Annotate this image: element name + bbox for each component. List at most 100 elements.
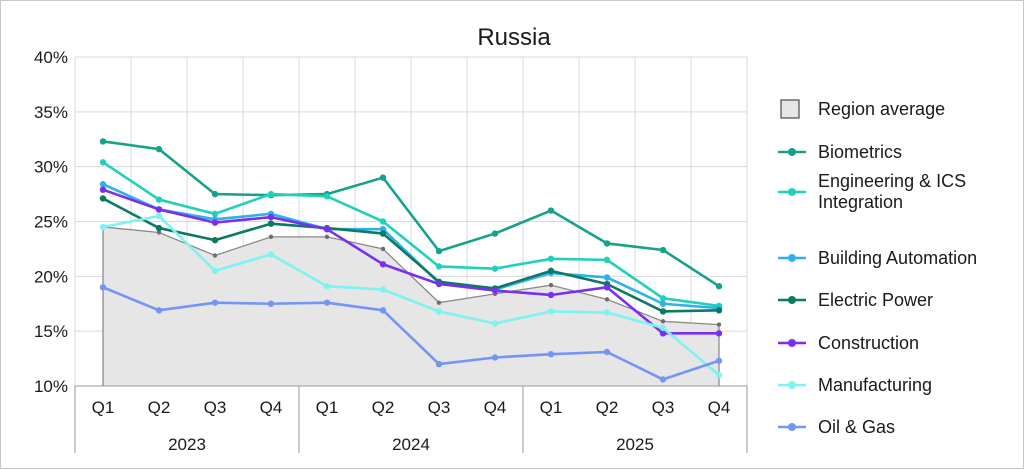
biometrics-line	[102, 140, 720, 288]
engineering-ics-integration-point	[211, 210, 219, 218]
year-group-label: 2023	[168, 435, 206, 454]
oil-gas-point	[211, 299, 219, 306]
construction-point	[267, 213, 275, 221]
engineering-ics-integration-point	[155, 196, 163, 203]
x-tick-label: Q2	[596, 398, 619, 417]
x-tick-label: Q1	[316, 398, 339, 417]
biometrics-point	[379, 174, 387, 181]
region-average-point	[324, 234, 330, 240]
legend-swatch-point	[788, 254, 796, 262]
region-average-point	[548, 282, 554, 288]
legend-label: Biometrics	[818, 142, 902, 162]
construction-point	[155, 206, 163, 213]
legend-label: Integration	[818, 192, 903, 212]
oil-gas-point	[267, 300, 275, 307]
region-average-point	[660, 319, 666, 324]
oil-gas-point	[491, 354, 499, 361]
legend-swatch-point	[788, 148, 796, 156]
biometrics-point	[715, 283, 723, 290]
manufacturing-point	[323, 283, 331, 290]
engineering-ics-integration-point	[435, 263, 443, 270]
region-average-point	[156, 230, 162, 235]
electric-power-point	[659, 308, 667, 315]
engineering-ics-integration-point	[603, 256, 611, 264]
year-group-label: 2025	[616, 435, 654, 454]
construction-point	[99, 186, 107, 193]
legend-swatch-point	[788, 188, 796, 196]
oil-gas-point	[99, 284, 107, 291]
construction-line	[102, 188, 719, 335]
year-group-label: 2024	[392, 435, 430, 454]
x-tick-label: Q4	[708, 398, 731, 417]
construction-point	[603, 284, 611, 291]
legend-label: Oil & Gas	[818, 417, 895, 437]
y-tick-label: 25%	[34, 213, 68, 232]
x-tick-label: Q4	[484, 398, 507, 417]
oil-gas-point	[603, 348, 611, 356]
biometrics-point	[547, 207, 555, 214]
x-tick-label: Q3	[204, 398, 227, 417]
region-average-line	[102, 226, 720, 326]
engineering-ics-integration-point	[547, 255, 555, 262]
legend-label: Building Automation	[818, 248, 977, 268]
engineering-ics-integration-point	[659, 295, 667, 302]
legend-swatch-point	[788, 423, 796, 431]
engineering-ics-integration-point	[491, 265, 499, 272]
y-tick-label: 40%	[34, 48, 68, 67]
biometrics-point	[659, 246, 667, 254]
manufacturing-point	[267, 251, 275, 258]
construction-point	[379, 261, 387, 268]
manufacturing-point	[659, 324, 667, 332]
manufacturing-point	[211, 267, 219, 275]
x-tick-label: Q3	[428, 398, 451, 417]
legend-label: Manufacturing	[818, 375, 932, 395]
construction-point	[491, 287, 499, 294]
legend-label: Electric Power	[818, 290, 933, 310]
x-tick-label: Q1	[92, 398, 115, 417]
building-automation-point	[603, 274, 611, 281]
electric-power-point	[379, 230, 387, 237]
manufacturing-point	[435, 308, 443, 315]
biometrics-point	[211, 190, 219, 198]
engineering-ics-integration-line	[102, 161, 720, 308]
oil-gas-point	[323, 299, 331, 306]
manufacturing-point	[155, 212, 163, 220]
y-tick-label: 35%	[34, 103, 68, 122]
electric-power-point	[155, 224, 163, 232]
oil-gas-point	[715, 357, 723, 364]
region-average-point	[604, 297, 610, 302]
manufacturing-point	[715, 371, 723, 379]
region-average-point	[268, 234, 274, 240]
x-tick-label: Q4	[260, 398, 283, 417]
electric-power-point	[267, 220, 275, 227]
engineering-ics-integration-point	[323, 193, 331, 200]
manufacturing-point	[547, 308, 555, 315]
legend-swatch-point	[788, 296, 796, 304]
building-automation-point	[379, 225, 387, 233]
biometrics-point	[435, 247, 443, 255]
oil-gas-point	[155, 307, 163, 314]
oil-gas-point	[379, 307, 387, 314]
construction-point	[435, 280, 443, 288]
electric-power-point	[715, 307, 723, 314]
oil-gas-line	[102, 286, 720, 381]
construction-point	[323, 225, 331, 233]
oil-gas-point	[547, 350, 555, 358]
manufacturing-point	[491, 320, 499, 327]
x-tick-label: Q3	[652, 398, 675, 417]
electric-power-point	[211, 236, 219, 244]
y-tick-label: 15%	[34, 322, 68, 341]
biometrics-point	[603, 240, 611, 247]
x-tick-label: Q2	[148, 398, 171, 417]
engineering-ics-integration-point	[267, 190, 275, 198]
construction-point	[659, 330, 667, 337]
y-tick-label: 10%	[34, 377, 68, 396]
electric-power-point	[547, 267, 555, 275]
manufacturing-point	[99, 223, 107, 231]
electric-power-point	[99, 195, 107, 202]
engineering-ics-integration-point	[99, 159, 107, 166]
legend-label: Engineering & ICS	[818, 171, 966, 191]
x-tick-label: Q2	[372, 398, 395, 417]
